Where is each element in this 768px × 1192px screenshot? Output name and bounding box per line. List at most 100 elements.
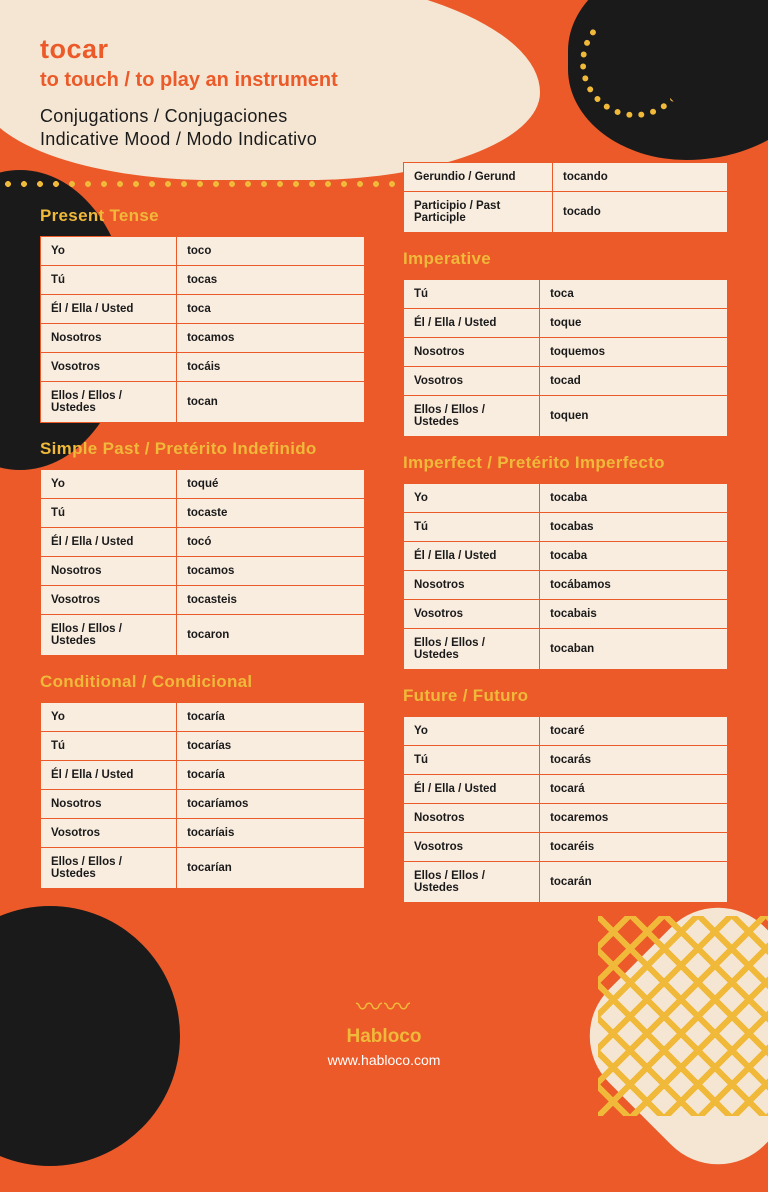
form-cell: tocaste (177, 499, 365, 528)
pronoun-cell: Vosotros (404, 600, 540, 629)
section-label-mood: Indicative Mood / Modo Indicativo (40, 129, 728, 150)
form-cell: tocaré (540, 717, 728, 746)
pronoun-cell: Él / Ella / Usted (41, 528, 177, 557)
pronoun-cell: Él / Ella / Usted (41, 295, 177, 324)
verb-definition: to touch / to play an instrument (40, 69, 728, 92)
table-row: Yotoqué (41, 470, 365, 499)
label-cell: Gerundio / Gerund (404, 163, 553, 192)
form-cell: tocaron (177, 615, 365, 656)
table-row: Vosotrostocaríais (41, 819, 365, 848)
form-cell: tocaba (540, 484, 728, 513)
pronoun-cell: Él / Ella / Usted (41, 761, 177, 790)
label-cell: Participio / Past Participle (404, 192, 553, 233)
form-cell: toquemos (540, 338, 728, 367)
pronoun-cell: Vosotros (41, 819, 177, 848)
table-row: Él / Ella / Ustedtoca (41, 295, 365, 324)
tense-title-imperfect: Imperfect / Pretérito Imperfecto (403, 453, 728, 473)
form-cell: tocaremos (540, 804, 728, 833)
page-content: tocar to touch / to play an instrument C… (0, 0, 768, 903)
tense-title-conditional: Conditional / Condicional (40, 672, 365, 692)
form-cell: tocasteis (177, 586, 365, 615)
table-row: Ellos / Ellos / Ustedestocaron (41, 615, 365, 656)
pronoun-cell: Tú (404, 746, 540, 775)
form-cell: tocaréis (540, 833, 728, 862)
form-cell: tocarás (540, 746, 728, 775)
pronoun-cell: Él / Ella / Usted (404, 542, 540, 571)
table-row: Yotocaba (404, 484, 728, 513)
table-row: Nosotrostocaremos (404, 804, 728, 833)
tense-title-future: Future / Futuro (403, 686, 728, 706)
form-cell: tocaríais (177, 819, 365, 848)
pronoun-cell: Nosotros (41, 557, 177, 586)
pronoun-cell: Ellos / Ellos / Ustedes (404, 396, 540, 437)
table-row: Él / Ella / Ustedtocó (41, 528, 365, 557)
pronoun-cell: Ellos / Ellos / Ustedes (404, 629, 540, 670)
table-row: Vosotrostocad (404, 367, 728, 396)
pronoun-cell: Vosotros (404, 367, 540, 396)
table-row: Ellos / Ellos / Ustedestoquen (404, 396, 728, 437)
table-row: Él / Ella / Ustedtoque (404, 309, 728, 338)
table-row: Ellos / Ellos / Ustedestocan (41, 382, 365, 423)
footer: 〰〰 Habloco www.habloco.com (0, 987, 768, 1068)
table-row: Nosotrostocamos (41, 324, 365, 353)
form-cell: tocó (177, 528, 365, 557)
form-cell: tocaríamos (177, 790, 365, 819)
form-cell: tocaría (177, 703, 365, 732)
pronoun-cell: Vosotros (41, 353, 177, 382)
pronoun-cell: Vosotros (41, 586, 177, 615)
table-row: Nosotrostocábamos (404, 571, 728, 600)
logo-icon: 〰〰 (0, 987, 768, 1024)
table-row: Ellos / Ellos / Ustedestocarían (41, 848, 365, 889)
pronoun-cell: Él / Ella / Usted (404, 775, 540, 804)
pronoun-cell: Nosotros (41, 324, 177, 353)
pronoun-cell: Yo (41, 703, 177, 732)
form-cell: tocáis (177, 353, 365, 382)
form-cell: tocabas (540, 513, 728, 542)
form-cell: toqué (177, 470, 365, 499)
form-cell: toca (540, 280, 728, 309)
form-cell: tocarán (540, 862, 728, 903)
pronoun-cell: Ellos / Ellos / Ustedes (404, 862, 540, 903)
form-cell: tocad (540, 367, 728, 396)
form-cell: tocabais (540, 600, 728, 629)
form-cell: toque (540, 309, 728, 338)
pronoun-cell: Nosotros (404, 571, 540, 600)
pronoun-cell: Tú (41, 732, 177, 761)
brand-url: www.habloco.com (0, 1052, 768, 1068)
pronoun-cell: Ellos / Ellos / Ustedes (41, 848, 177, 889)
pronoun-cell: Yo (41, 237, 177, 266)
pronoun-cell: Tú (41, 499, 177, 528)
form-cell: tocamos (177, 557, 365, 586)
table-nonfinite: Gerundio / GerundtocandoParticipio / Pas… (403, 162, 728, 233)
form-cell: toquen (540, 396, 728, 437)
right-column: Gerundio / GerundtocandoParticipio / Pas… (403, 162, 728, 903)
form-cell: tocábamos (540, 571, 728, 600)
pronoun-cell: Vosotros (404, 833, 540, 862)
pronoun-cell: Tú (404, 513, 540, 542)
section-label-conjugations: Conjugations / Conjugaciones (40, 106, 728, 127)
table-row: Tútocarás (404, 746, 728, 775)
form-cell: tocas (177, 266, 365, 295)
pronoun-cell: Ellos / Ellos / Ustedes (41, 615, 177, 656)
form-cell: tocado (553, 192, 728, 233)
table-row: Nosotrostoquemos (404, 338, 728, 367)
form-cell: tocaban (540, 629, 728, 670)
table-row: Yotocaré (404, 717, 728, 746)
table-row: Tútoca (404, 280, 728, 309)
pronoun-cell: Nosotros (404, 804, 540, 833)
pronoun-cell: Yo (404, 484, 540, 513)
form-cell: tocarían (177, 848, 365, 889)
table-imperfect: YotocabaTútocabasÉl / Ella / Ustedtocaba… (403, 483, 728, 670)
pronoun-cell: Tú (404, 280, 540, 309)
table-row: Nosotrostocaríamos (41, 790, 365, 819)
table-row: Nosotrostocamos (41, 557, 365, 586)
table-row: Tútocas (41, 266, 365, 295)
table-row: Él / Ella / Ustedtocaría (41, 761, 365, 790)
left-column: Present Tense YotocoTútocasÉl / Ella / U… (40, 162, 365, 903)
tense-title-imperative: Imperative (403, 249, 728, 269)
brand-name: Habloco (0, 1026, 768, 1048)
table-row: Gerundio / Gerundtocando (404, 163, 728, 192)
table-imperative: TútocaÉl / Ella / UstedtoqueNosotrostoqu… (403, 279, 728, 437)
table-row: Él / Ella / Ustedtocará (404, 775, 728, 804)
pronoun-cell: Nosotros (404, 338, 540, 367)
